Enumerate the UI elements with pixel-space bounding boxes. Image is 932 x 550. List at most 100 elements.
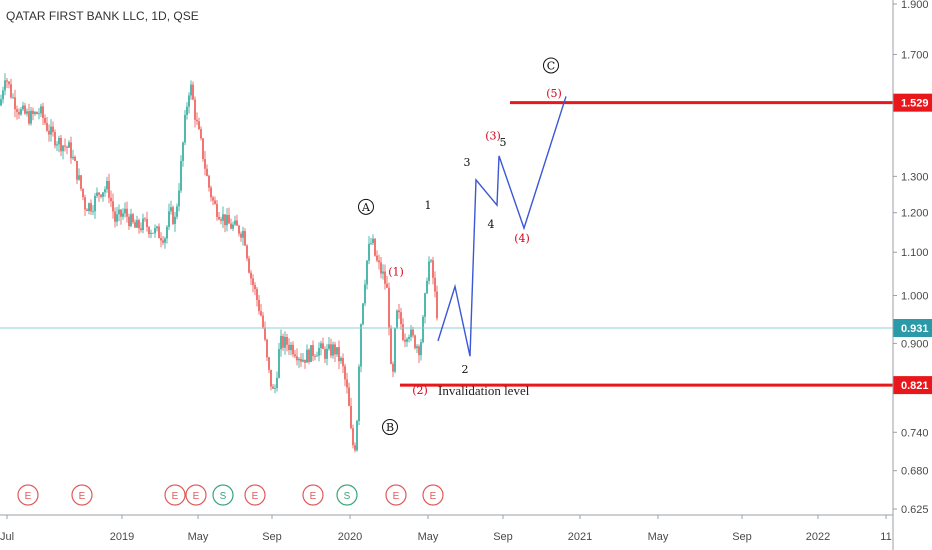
wave-label-9: 5: [500, 136, 507, 149]
candle-body: [0, 99, 2, 106]
event-circle[interactable]: [244, 484, 266, 506]
event-marker-3[interactable]: E: [185, 484, 207, 506]
candle-body: [364, 284, 366, 304]
candle: [314, 353, 316, 361]
candle: [170, 200, 172, 215]
event-circle[interactable]: [17, 484, 39, 506]
candle: [320, 340, 322, 356]
event-marker-6[interactable]: E: [302, 484, 324, 506]
candle-body: [360, 324, 362, 367]
y-tick-label-8: 0.680: [901, 466, 929, 478]
candle-body: [300, 358, 302, 362]
y-tick-label-2: 1.300: [901, 171, 929, 183]
candle-body: [150, 232, 152, 234]
candle: [352, 424, 354, 449]
event-circle[interactable]: [212, 484, 234, 506]
event-marker-4[interactable]: S: [212, 484, 234, 506]
event-label[interactable]: E: [310, 491, 317, 502]
x-tick-label-8: May: [648, 531, 669, 543]
candle-body: [302, 359, 304, 362]
event-label[interactable]: E: [252, 491, 259, 502]
event-circle[interactable]: [422, 484, 444, 506]
wave-label-12: (5): [546, 87, 562, 100]
candle-body: [348, 387, 350, 406]
candle-body: [146, 218, 148, 228]
candle-body: [154, 228, 156, 234]
candle: [76, 160, 78, 185]
candle: [424, 292, 426, 324]
x-tick-label-1: 2019: [110, 531, 134, 543]
annotation-0: Invalidation level: [438, 383, 530, 398]
candle: [286, 333, 288, 352]
candle-body: [72, 156, 74, 159]
candle: [176, 203, 178, 220]
event-circle[interactable]: [71, 484, 93, 506]
event-label[interactable]: E: [193, 491, 200, 502]
event-circle[interactable]: [164, 484, 186, 506]
candle-body: [354, 445, 356, 451]
candle-body: [148, 227, 150, 234]
event-circle[interactable]: [385, 484, 407, 506]
candle-body: [26, 111, 28, 114]
candle-body: [106, 181, 108, 190]
candle-body: [294, 354, 296, 357]
event-marker-1[interactable]: E: [71, 484, 93, 506]
wave-label-11: (4): [514, 232, 530, 245]
y-tick-label-1: 1.700: [901, 50, 929, 62]
level-label-0: 1.529: [901, 98, 929, 110]
candle: [222, 206, 224, 228]
wave-label-text: B: [386, 421, 394, 434]
candle: [338, 340, 340, 370]
candle: [406, 337, 408, 347]
candle: [62, 144, 64, 160]
event-label[interactable]: S: [220, 491, 227, 502]
event-circle[interactable]: [336, 484, 358, 506]
candle: [216, 199, 218, 221]
candle-body: [40, 106, 42, 114]
event-marker-9[interactable]: E: [422, 484, 444, 506]
candle: [6, 78, 8, 88]
event-circle[interactable]: [302, 484, 324, 506]
event-marker-2[interactable]: E: [164, 484, 186, 506]
event-label[interactable]: E: [430, 491, 437, 502]
candle-body: [362, 303, 364, 325]
candle: [32, 107, 34, 121]
candle-body: [352, 428, 354, 446]
event-label[interactable]: E: [172, 491, 179, 502]
candle: [398, 303, 400, 319]
event-marker-8[interactable]: E: [385, 484, 407, 506]
current-price-label: 0.931: [901, 323, 929, 335]
wave-label-1: B: [382, 419, 398, 436]
event-marker-0[interactable]: E: [17, 484, 39, 506]
candle: [38, 107, 40, 120]
candle-body: [200, 129, 202, 139]
candle-body: [30, 110, 32, 124]
candle: [402, 318, 404, 342]
event-label[interactable]: E: [79, 491, 86, 502]
candle: [138, 218, 140, 234]
candle: [74, 155, 76, 162]
candle-body: [434, 277, 436, 292]
event-label[interactable]: E: [393, 491, 400, 502]
candle: [110, 190, 112, 207]
candle-body: [342, 357, 344, 367]
candle: [326, 344, 328, 366]
candle: [268, 356, 270, 374]
candle-body: [420, 342, 422, 356]
event-label[interactable]: E: [25, 491, 32, 502]
wave-label-text: (5): [546, 87, 562, 100]
event-label[interactable]: S: [344, 491, 351, 502]
wave-label-7: 3: [464, 156, 471, 169]
candle: [150, 229, 152, 239]
candle-body: [34, 111, 36, 115]
wave-circle: [358, 198, 374, 215]
event-marker-7[interactable]: S: [336, 484, 358, 506]
event-circle[interactable]: [185, 484, 207, 506]
candle-body: [184, 114, 186, 143]
event-marker-5[interactable]: E: [244, 484, 266, 506]
x-tick-label-6: Sep: [493, 531, 513, 543]
wave-label-text: 5: [500, 136, 507, 149]
candle: [142, 213, 144, 234]
